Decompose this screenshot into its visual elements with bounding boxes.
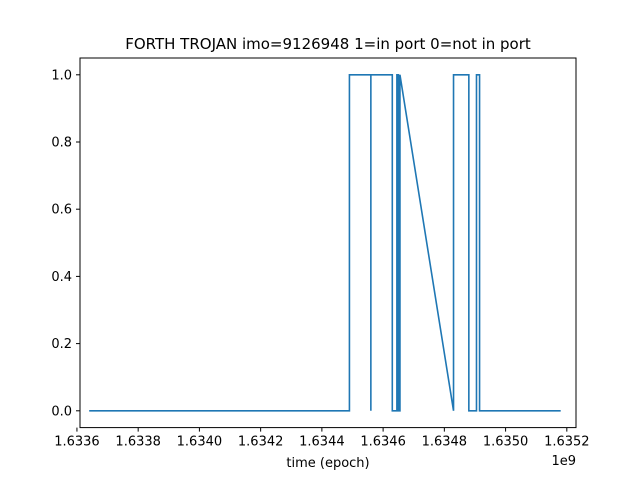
y-tick-label: 0.2	[51, 337, 72, 352]
x-tick-label: 1.6346	[360, 435, 406, 450]
x-tick-label: 1.6340	[177, 435, 223, 450]
plot-frame	[79, 57, 577, 429]
chart-title: FORTH TROJAN imo=9126948 1=in port 0=not…	[125, 35, 531, 53]
x-axis-label: time (epoch)	[286, 456, 369, 471]
in-port-series-line	[89, 74, 561, 412]
y-tick-label: 0.0	[51, 404, 72, 419]
x-tick-label: 1.6336	[54, 435, 100, 450]
x-tick-label: 1.6338	[115, 435, 161, 450]
y-tick-label: 0.4	[51, 270, 72, 285]
x-tick-label: 1.6352	[544, 435, 590, 450]
y-tick-label: 1.0	[51, 68, 72, 83]
x-tick-label: 1.6342	[238, 435, 284, 450]
y-tick-label: 0.8	[51, 136, 72, 151]
x-tick-label: 1.6344	[299, 435, 345, 450]
x-tick-label: 1.6350	[483, 435, 529, 450]
y-tick-label: 0.6	[51, 203, 72, 218]
x-offset-label: 1e9	[551, 454, 576, 469]
x-tick-label: 1.6348	[422, 435, 468, 450]
